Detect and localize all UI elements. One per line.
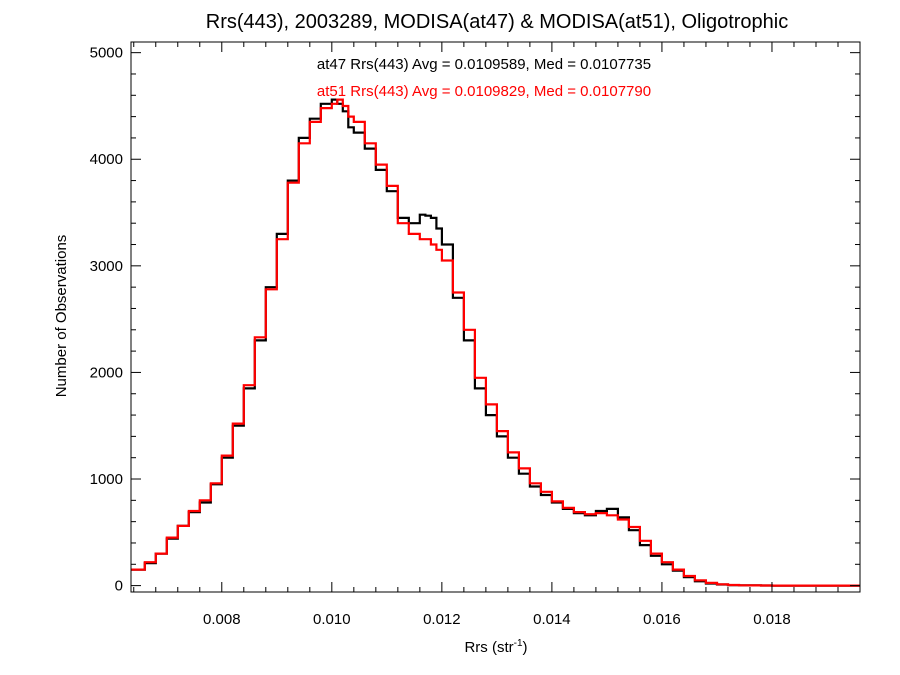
x-tick-label: 0.010 [313,611,351,628]
y-tick-label: 5000 [90,45,123,62]
x-axis-label: Rrs (str-1) [464,638,527,656]
x-tick-label: 0.014 [533,611,571,628]
x-tick-label: 0.018 [753,611,791,628]
y-tick-label: 2000 [90,364,123,381]
y-tick-label: 1000 [90,471,123,488]
series-line-1 [131,98,860,587]
x-tick-label: 0.016 [643,611,681,628]
series-layer [131,98,860,587]
annotation-at47: at47 Rrs(443) Avg = 0.0109589, Med = 0.0… [317,56,651,73]
annotation-at51: at51 Rrs(443) Avg = 0.0109829, Med = 0.0… [317,83,651,100]
x-axis-label-main: Rrs (str [464,639,513,656]
y-tick-label: 3000 [90,258,123,275]
y-tick-label: 4000 [90,151,123,168]
y-tick-label: 0 [115,578,123,595]
series-line-0 [131,98,860,587]
x-tick-label: 0.012 [423,611,461,628]
plot-frame [130,41,861,593]
ticks-layer: 0.008 0.010 0.012 0.014 0.016 0.018 0 1000 2000 3… [90,42,860,628]
x-tick-label: 0.008 [203,611,241,628]
y-axis-label: Number of Observations [53,235,70,398]
x-axis-label-end: ) [523,639,528,656]
chart-title: Rrs(443), 2003289, MODISA(at47) & MODISA… [206,11,788,33]
x-axis-label-sup: -1 [514,638,523,649]
